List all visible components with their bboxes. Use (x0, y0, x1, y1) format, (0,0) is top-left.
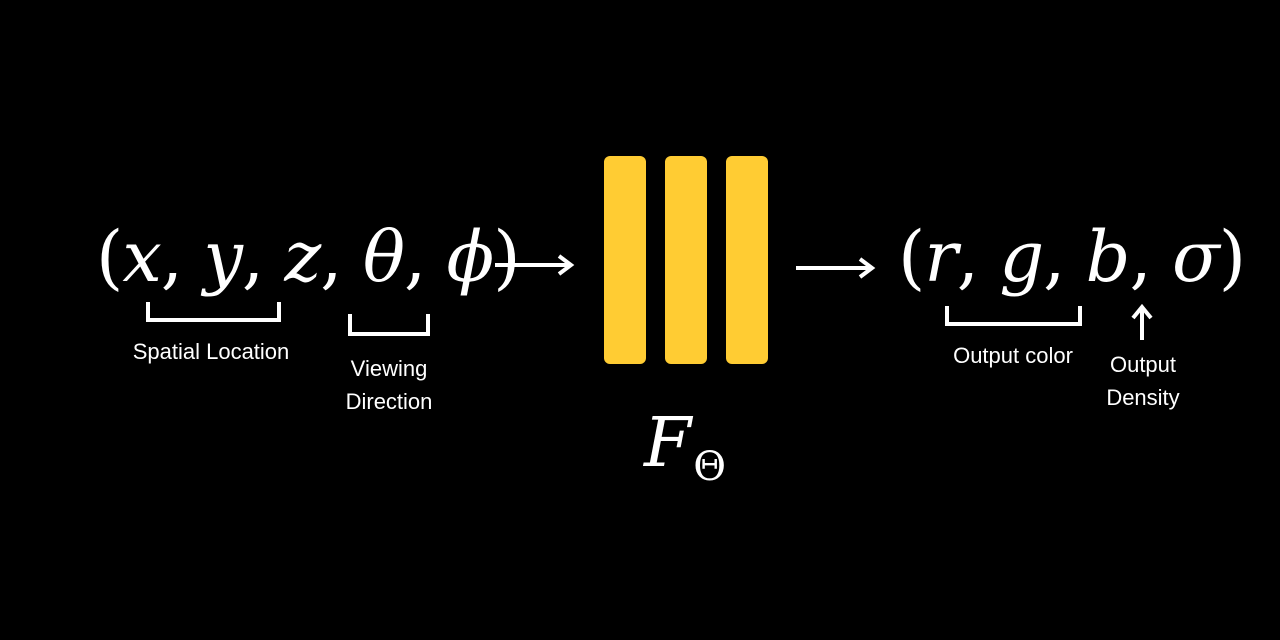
input-close-paren: ) (493, 216, 520, 298)
output-density-line2: Density (1106, 385, 1180, 410)
input-comma-2: , (241, 216, 264, 298)
output-density-arrow (1131, 303, 1153, 340)
function-symbol: F (644, 404, 692, 483)
input-x: x (122, 216, 161, 298)
output-sigma: σ (1172, 216, 1220, 298)
input-comma-3: , (320, 216, 342, 298)
input-phi: ϕ (446, 216, 495, 298)
output-comma-3: , (1129, 216, 1151, 298)
spatial-location-bracket (146, 302, 281, 322)
input-y: y (203, 216, 243, 298)
output-b: b (1085, 216, 1131, 298)
function-subscript: Θ (693, 444, 726, 490)
viewing-direction-bracket (348, 314, 430, 336)
network-layer-2 (665, 156, 707, 364)
output-comma-2: , (1043, 216, 1065, 298)
input-theta: θ (362, 216, 405, 298)
output-close-paren: ) (1218, 216, 1246, 298)
output-color-label: Output color (953, 343, 1073, 368)
output-r: r (924, 216, 957, 298)
output-color-bracket (945, 306, 1082, 326)
viewing-direction-line2: Direction (345, 389, 433, 414)
input-z: z (284, 216, 321, 298)
network-layer-3 (726, 156, 768, 364)
input-comma-1: , (160, 216, 183, 298)
output-g: g (999, 216, 1044, 298)
network-function-label: FΘ (644, 410, 726, 488)
output-density-label: Output Density (1082, 348, 1204, 414)
input-open-paren: ( (96, 216, 123, 298)
input-arrow (495, 254, 575, 276)
output-comma-1: , (956, 216, 979, 298)
output-density-line1: Output (1109, 352, 1177, 377)
input-comma-4: , (403, 216, 426, 298)
output-arrow (796, 257, 876, 279)
input-tuple: (x, y, z, θ, ϕ) (96, 222, 521, 292)
spatial-location-label: Spatial Location (132, 339, 290, 364)
network-layer-1 (604, 156, 646, 364)
output-tuple: (r, g, b, σ) (898, 222, 1246, 292)
output-open-paren: ( (898, 216, 925, 298)
viewing-direction-line1: Viewing (350, 356, 428, 381)
viewing-direction-label: Viewing Direction (318, 352, 460, 418)
